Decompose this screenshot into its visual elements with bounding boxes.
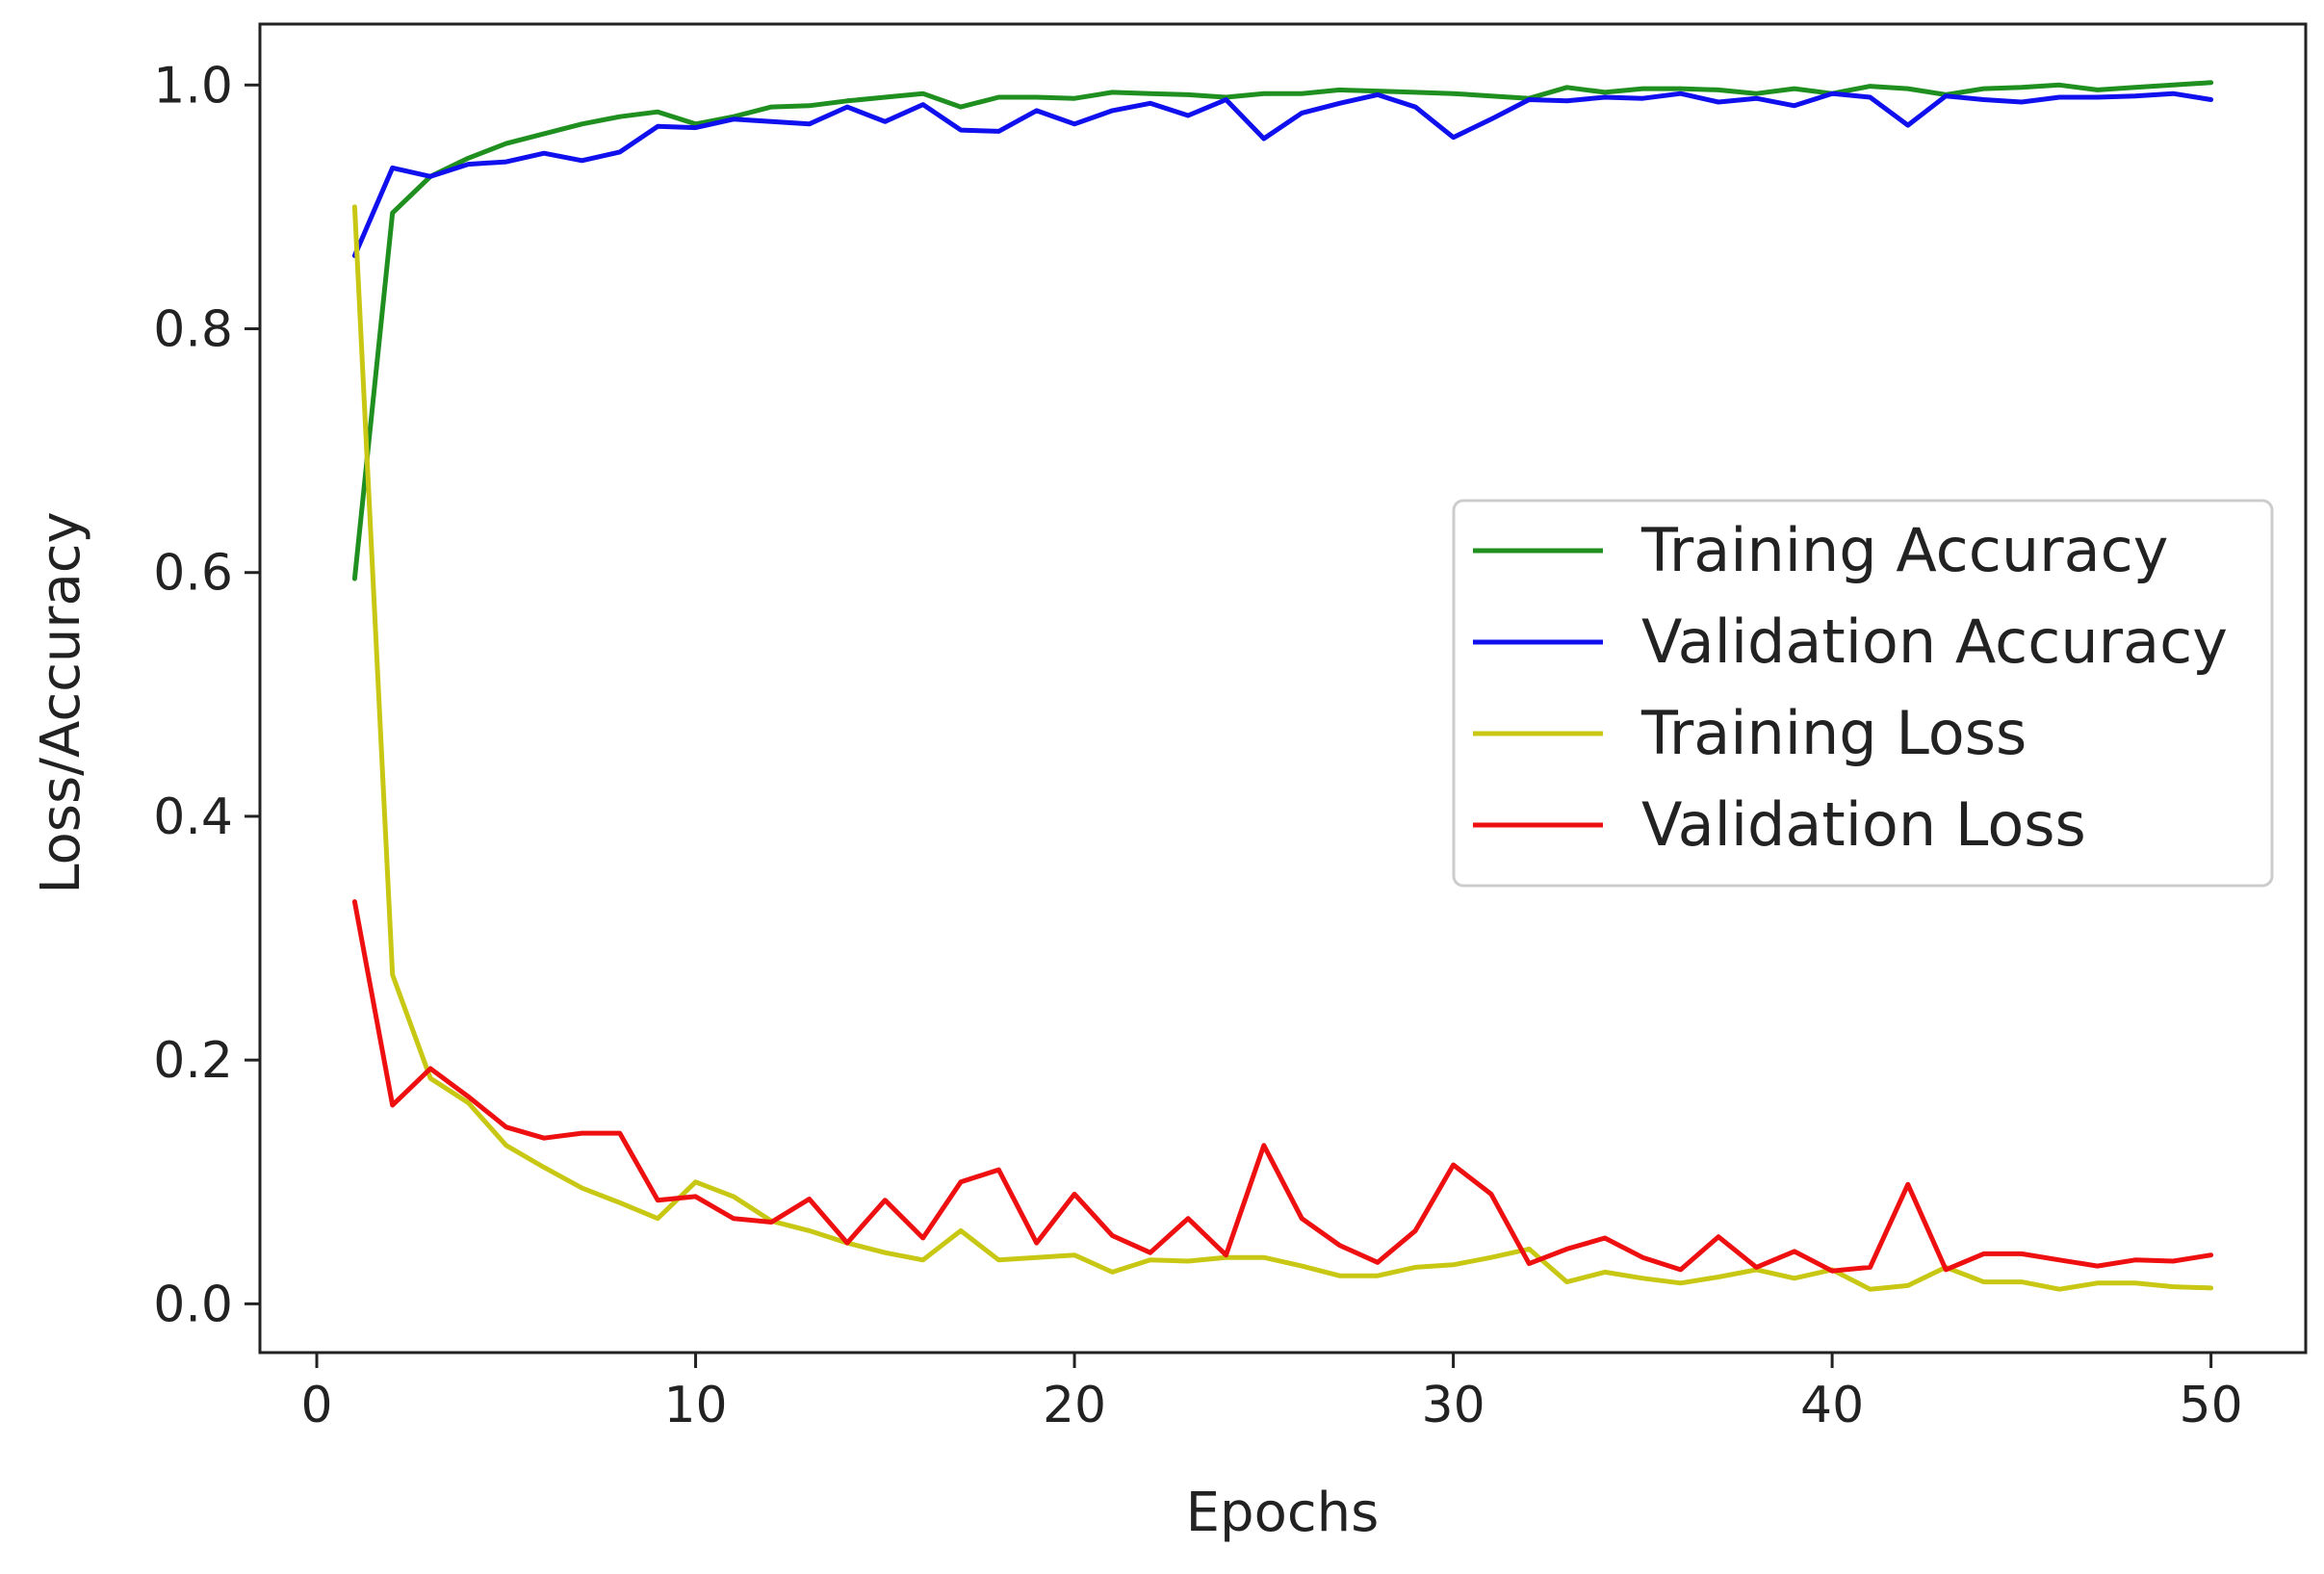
y-tick-label: 0.2 <box>153 1032 233 1090</box>
series-line-training-loss <box>351 204 2214 1292</box>
x-tick-label: 50 <box>2180 1377 2243 1434</box>
series-layer <box>351 80 2214 1292</box>
y-tick-label: 0.4 <box>153 788 233 846</box>
y-tick-label: 1.0 <box>153 57 233 115</box>
series-line-training-accuracy <box>351 80 2214 581</box>
series-line-validation-accuracy <box>351 90 2214 259</box>
series-line-validation-loss <box>351 899 2214 1274</box>
legend-label-validation-accuracy: Validation Accuracy <box>1641 606 2228 677</box>
ticks-layer: 0 10 20 30 40 50 0.0 0.2 0.4 0.6 0.8 1.0 <box>153 57 2242 1434</box>
legend-box <box>1452 499 2274 888</box>
x-tick-label: 30 <box>1421 1377 1485 1434</box>
legend-label-training-loss: Training Loss <box>1640 698 2027 768</box>
legend-label-training-accuracy: Training Accuracy <box>1640 515 2168 585</box>
legend: Training Accuracy Validation Accuracy Trai… <box>1452 499 2274 888</box>
x-tick-label: 20 <box>1043 1377 1106 1434</box>
y-tick-label: 0.8 <box>153 301 233 359</box>
x-tick-label: 0 <box>300 1377 332 1434</box>
x-tick-label: 40 <box>1800 1377 1864 1434</box>
plot-frame <box>258 22 2308 1355</box>
x-tick-label: 10 <box>663 1377 727 1434</box>
y-axis-label: Loss/Accuracy <box>30 511 92 893</box>
x-axis-label: Epochs <box>1186 1482 1380 1544</box>
y-tick-label: 0.0 <box>153 1276 233 1333</box>
legend-label-validation-loss: Validation Loss <box>1641 789 2086 860</box>
y-tick-label: 0.6 <box>153 545 233 603</box>
